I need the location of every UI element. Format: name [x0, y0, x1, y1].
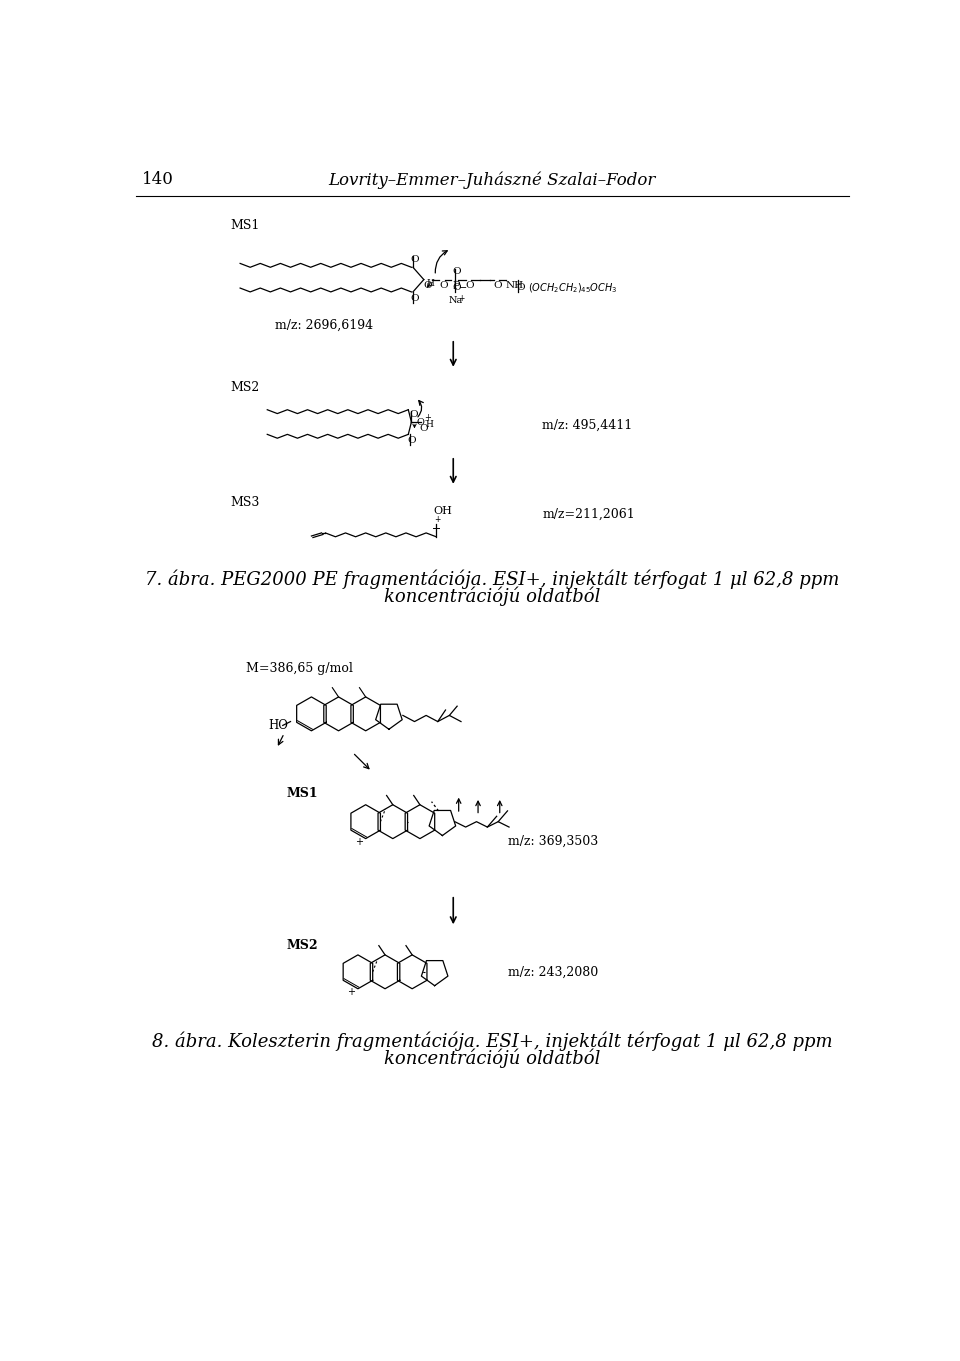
Text: H: H	[426, 279, 434, 287]
Text: O: O	[409, 410, 418, 419]
Text: P: P	[452, 282, 460, 291]
Text: O: O	[423, 282, 432, 290]
Text: MS2: MS2	[230, 381, 259, 395]
Text: +: +	[424, 414, 431, 422]
Text: O: O	[411, 255, 420, 264]
Text: m/z: 2696,6194: m/z: 2696,6194	[275, 318, 373, 332]
Text: O: O	[440, 282, 448, 290]
Text: O: O	[466, 282, 474, 290]
Text: O: O	[420, 423, 428, 433]
Text: m/z: 495,4411: m/z: 495,4411	[542, 419, 633, 431]
Text: 8. ábra. Koleszterin fragmentációja. ESI+, injektált térfogat 1 μl 62,8 ppm: 8. ábra. Koleszterin fragmentációja. ESI…	[152, 1032, 832, 1052]
Text: MS1: MS1	[287, 787, 319, 800]
Text: O: O	[516, 283, 525, 291]
Text: koncentrációjú oldatból: koncentrációjú oldatból	[384, 587, 600, 606]
Text: 7. ábra. PEG2000 PE fragmentációja. ESI+, injektált térfogat 1 μl 62,8 ppm: 7. ábra. PEG2000 PE fragmentációja. ESI+…	[145, 570, 839, 589]
Text: M=386,65 g/mol: M=386,65 g/mol	[246, 661, 352, 675]
Text: −: −	[460, 283, 468, 293]
Text: MS1: MS1	[230, 219, 259, 231]
Text: koncentrációjú oldatból: koncentrációjú oldatból	[384, 1049, 600, 1068]
Text: m/z: 243,2080: m/z: 243,2080	[508, 966, 598, 979]
Text: OH: OH	[433, 506, 452, 516]
Text: +: +	[459, 294, 465, 304]
Text: O⁻: O⁻	[416, 418, 429, 427]
Text: $(OCH_2CH_2)_{45}OCH_3$: $(OCH_2CH_2)_{45}OCH_3$	[528, 282, 618, 295]
Text: 140: 140	[142, 171, 174, 188]
Text: H: H	[425, 419, 433, 429]
Text: MS3: MS3	[230, 495, 259, 509]
Text: Lovrity–Emmer–Juhászné Szalai–Fodor: Lovrity–Emmer–Juhászné Szalai–Fodor	[328, 171, 656, 189]
Text: O: O	[411, 294, 420, 302]
Text: +: +	[435, 516, 441, 524]
Text: +: +	[355, 837, 363, 847]
Text: O: O	[452, 267, 461, 276]
Text: m/z: 369,3503: m/z: 369,3503	[508, 834, 598, 848]
Text: HO: HO	[269, 719, 289, 732]
Text: O: O	[493, 282, 502, 290]
Text: NH: NH	[505, 282, 523, 290]
Text: O: O	[452, 283, 461, 291]
Text: m/z=211,2061: m/z=211,2061	[542, 508, 636, 520]
Text: Na: Na	[448, 295, 463, 305]
Text: O: O	[408, 436, 416, 445]
Text: MS2: MS2	[287, 939, 319, 953]
Text: +: +	[348, 987, 355, 996]
